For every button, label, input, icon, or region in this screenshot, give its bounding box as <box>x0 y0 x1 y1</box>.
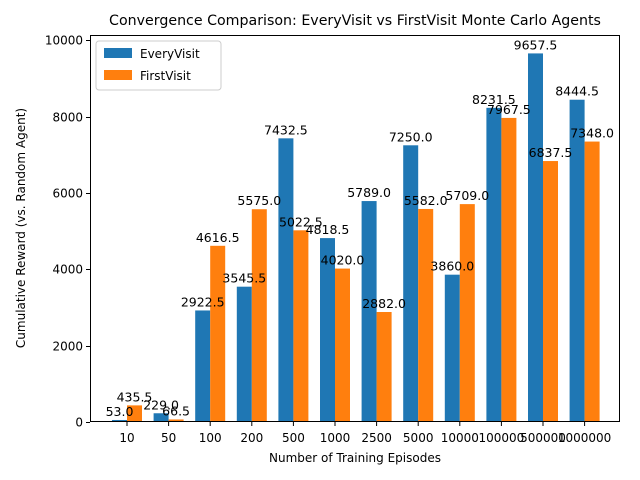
x-tick-label-100000: 100000 <box>478 431 524 445</box>
x-tick-label-10000: 10000 <box>441 431 479 445</box>
bar-everyvisit-5000 <box>403 145 419 422</box>
axes-layer <box>90 35 620 422</box>
data-label-firstvisit-2500: 2882.0 <box>362 296 406 311</box>
data-label-everyvisit-100: 2922.5 <box>181 294 225 309</box>
data-label-everyvisit-5000: 7250.0 <box>389 129 433 144</box>
bar-everyvisit-1000 <box>320 238 335 422</box>
y-axis-label: Cumulative Reward (vs. Random Agent) <box>14 108 28 348</box>
y-tick-label-0: 0 <box>75 416 83 430</box>
bar-firstvisit-10 <box>127 405 142 422</box>
data-label-firstvisit-50: 66.5 <box>162 403 190 418</box>
data-label-everyvisit-1000000: 8444.5 <box>555 84 599 99</box>
legend: EveryVisit FirstVisit <box>95 40 222 91</box>
bar-everyvisit-50 <box>153 413 169 422</box>
data-label-firstvisit-100: 4616.5 <box>196 230 240 245</box>
data-label-firstvisit-10000: 5709.0 <box>445 188 489 203</box>
data-label-everyvisit-500: 7432.5 <box>264 122 308 137</box>
y-tick-label-8000: 8000 <box>52 111 83 125</box>
bar-firstvisit-1000 <box>335 268 350 422</box>
x-tick-label-10: 10 <box>119 431 134 445</box>
data-label-firstvisit-100000: 7967.5 <box>487 102 531 117</box>
bar-everyvisit-1000000 <box>569 99 585 423</box>
y-tick-label-6000: 6000 <box>52 187 83 201</box>
data-label-firstvisit-500000: 6837.5 <box>529 145 573 160</box>
data-label-firstvisit-1000000: 7348.0 <box>570 126 614 141</box>
bar-firstvisit-1000000 <box>584 141 600 422</box>
bar-firstvisit-10000 <box>459 204 475 422</box>
legend-swatch-everyvisit <box>104 48 132 58</box>
data-label-everyvisit-2500: 5789.0 <box>347 185 391 200</box>
legend-label-firstvisit: FirstVisit <box>140 69 191 83</box>
legend-label-everyvisit: EveryVisit <box>140 47 200 61</box>
data-label-everyvisit-50: 229.0 <box>143 397 179 412</box>
bar-everyvisit-500 <box>278 138 294 423</box>
bar-everyvisit-100 <box>195 310 211 422</box>
bar-firstvisit-200 <box>251 209 267 422</box>
y-tick-label-2000: 2000 <box>52 340 83 354</box>
x-tick-label-100: 100 <box>199 431 222 445</box>
x-tick-label-1000: 1000 <box>320 431 351 445</box>
x-ticks-layer: 10 50 100 200 500 1000 2500 5000 10000 1000005000… <box>119 422 611 445</box>
data-label-everyvisit-10000: 3860.0 <box>430 259 474 274</box>
data-label-everyvisit-10: 53.0 <box>106 404 134 419</box>
y-ticks-layer: 0 2000 4000 6000 8000 10000 <box>45 34 90 430</box>
bar-everyvisit-500000 <box>528 53 543 422</box>
bars-layer <box>112 53 600 423</box>
data-label-firstvisit-500: 5022.5 <box>279 214 323 229</box>
bar-firstvisit-50 <box>168 419 184 422</box>
bar-firstvisit-500 <box>293 230 309 422</box>
data-label-firstvisit-200: 5575.0 <box>237 193 281 208</box>
bar-everyvisit-100000 <box>486 107 502 422</box>
data-label-everyvisit-200: 3545.5 <box>222 271 266 286</box>
bar-firstvisit-100 <box>210 245 226 422</box>
legend-swatch-firstvisit <box>104 70 132 80</box>
x-tick-label-1000000: 1000000 <box>558 431 611 445</box>
x-tick-label-5000: 5000 <box>403 431 434 445</box>
bar-everyvisit-200 <box>236 286 252 422</box>
data-label-everyvisit-500000: 9657.5 <box>514 37 558 52</box>
chart-title: Convergence Comparison: EveryVisit vs Fi… <box>109 13 601 29</box>
data-label-firstvisit-5000: 5582.0 <box>404 193 448 208</box>
bar-everyvisit-2500 <box>361 201 377 422</box>
bar-everyvisit-10000 <box>444 274 460 422</box>
bar-firstvisit-5000 <box>418 208 434 422</box>
data-label-firstvisit-10: 435.5 <box>117 389 153 404</box>
data-label-everyvisit-1000: 4818.5 <box>306 222 350 237</box>
x-tick-label-500000: 500000 <box>520 431 566 445</box>
bar-firstvisit-500000 <box>543 161 558 422</box>
x-tick-label-500: 500 <box>282 431 305 445</box>
data-label-firstvisit-1000: 4020.0 <box>321 253 365 268</box>
data-label-everyvisit-100000: 8231.5 <box>472 92 516 107</box>
y-tick-label-10000: 10000 <box>45 34 83 48</box>
y-tick-label-4000: 4000 <box>52 263 83 277</box>
bar-firstvisit-100000 <box>501 117 517 422</box>
x-tick-label-200: 200 <box>240 431 263 445</box>
x-tick-label-2500: 2500 <box>361 431 392 445</box>
bar-everyvisit-10 <box>112 419 127 422</box>
x-axis-label: Number of Training Episodes <box>269 451 441 465</box>
bar-firstvisit-2500 <box>376 312 392 422</box>
x-tick-label-50: 50 <box>161 431 176 445</box>
